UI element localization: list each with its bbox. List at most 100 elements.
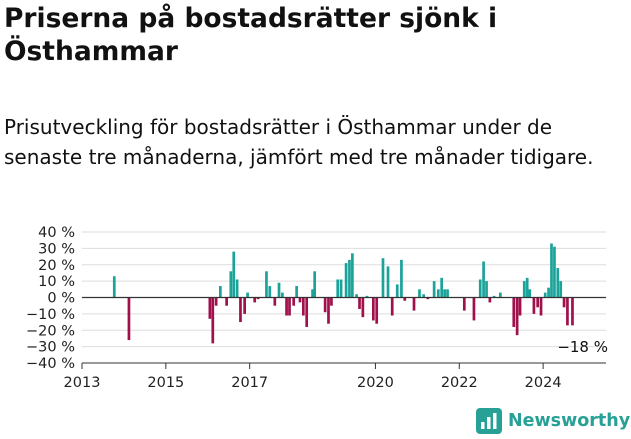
bar <box>485 281 488 298</box>
bar <box>422 294 425 298</box>
y-tick-label: −10 % <box>26 307 75 323</box>
x-tick-label: 2013 <box>64 375 101 391</box>
bar <box>301 297 305 316</box>
bar <box>418 289 421 298</box>
bar <box>253 297 257 303</box>
bar <box>246 292 249 298</box>
chart-subtitle: Prisutveckling för bostadsrätter i Östha… <box>4 115 594 169</box>
x-tick-label: 2015 <box>147 375 184 391</box>
bar <box>525 277 529 298</box>
brand-logo: Newsworthy <box>476 406 630 436</box>
bar <box>512 297 516 327</box>
newsworthy-logo-icon <box>476 408 502 434</box>
bar <box>395 284 399 298</box>
bar <box>436 289 440 298</box>
bar <box>488 297 492 303</box>
brand-name: Newsworthy <box>508 411 631 431</box>
y-tick-label: −40 % <box>26 356 75 372</box>
bar <box>355 294 358 298</box>
annotation-label: −18 % <box>557 338 608 356</box>
bar <box>400 259 403 298</box>
bar <box>547 287 550 298</box>
bar <box>550 243 553 298</box>
bar <box>277 282 281 298</box>
bar <box>381 258 385 298</box>
bar <box>127 297 131 341</box>
bar <box>532 297 536 314</box>
bar <box>386 266 390 298</box>
y-tick-label: 10 % <box>38 274 75 290</box>
bar <box>443 289 446 298</box>
y-tick-label: 20 % <box>38 258 75 274</box>
bar <box>543 292 547 298</box>
bar <box>478 279 482 298</box>
y-tick-label: −20 % <box>26 323 75 339</box>
bar <box>515 297 519 336</box>
annotation-group: −18 % <box>557 338 608 356</box>
bar <box>371 297 375 321</box>
bar <box>528 289 532 298</box>
chart-grid <box>82 231 606 364</box>
bar <box>571 297 574 326</box>
bar <box>273 297 277 306</box>
bar <box>323 297 327 313</box>
bar <box>327 297 330 324</box>
bar <box>256 297 260 300</box>
bar <box>492 295 496 298</box>
bar <box>351 253 354 298</box>
bar <box>522 281 526 298</box>
bar <box>243 297 246 314</box>
bar <box>553 246 556 298</box>
bar <box>440 277 444 298</box>
y-tick-label: 40 % <box>38 225 75 241</box>
x-tick-label: 2024 <box>525 375 562 391</box>
bar <box>214 297 218 306</box>
bar <box>472 297 476 321</box>
bar <box>265 271 268 298</box>
bar <box>539 297 543 316</box>
bar <box>348 259 351 298</box>
bar <box>375 297 379 324</box>
bar <box>336 279 340 298</box>
bar <box>295 286 298 298</box>
bar <box>268 286 272 298</box>
y-tick-label: 30 % <box>38 241 75 257</box>
bar <box>446 289 449 298</box>
bar <box>288 297 291 316</box>
bar <box>232 251 236 298</box>
bar <box>566 297 569 326</box>
bar <box>556 268 560 298</box>
bar <box>358 297 361 309</box>
y-tick-label: 0 % <box>47 291 75 307</box>
bar <box>208 297 212 319</box>
chart-title: Priserna på bostadsrätter sjönk i Östham… <box>4 3 498 67</box>
x-tick-label: 2020 <box>357 375 394 391</box>
bar <box>211 297 215 344</box>
x-axis: 2013 2015 2017 2020 2022 2024 <box>64 362 606 391</box>
bar <box>518 297 522 316</box>
bar <box>292 297 296 306</box>
bar <box>365 295 369 298</box>
bar <box>361 297 365 318</box>
bar <box>313 271 317 298</box>
bar <box>426 297 430 300</box>
bar <box>235 279 239 298</box>
bar <box>298 297 302 303</box>
bar <box>225 297 228 306</box>
chart-bars <box>112 243 574 344</box>
bar <box>218 286 222 298</box>
bar <box>305 297 309 327</box>
bar <box>559 281 563 298</box>
bar <box>285 297 288 316</box>
y-axis: 40 %30 %20 %10 %0 %−10 %−20 %−30 %−40 % <box>26 225 75 372</box>
bar <box>482 261 485 298</box>
bar <box>462 297 466 311</box>
bar <box>432 281 436 298</box>
y-tick-label: −30 % <box>26 340 75 356</box>
bar <box>344 263 348 298</box>
bar <box>339 279 343 298</box>
bar <box>412 297 416 311</box>
x-tick-label: 2022 <box>441 375 478 391</box>
bar <box>330 297 333 306</box>
